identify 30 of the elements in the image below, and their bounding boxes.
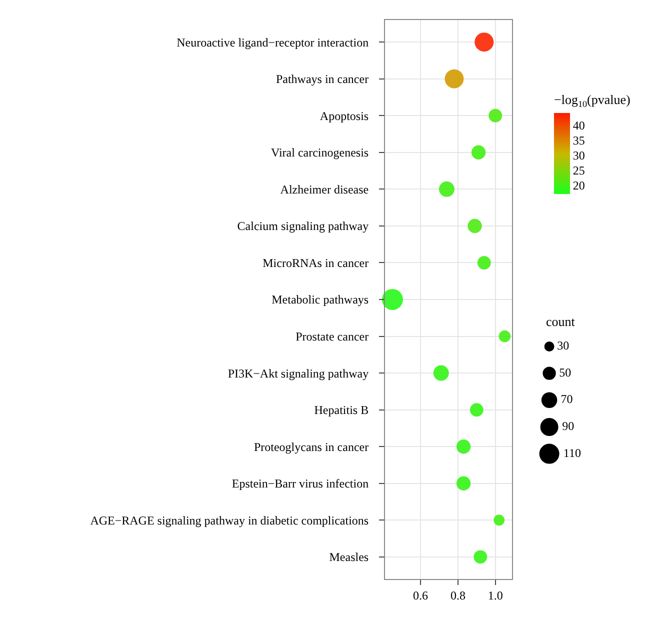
y-tick-label: Prostate cancer	[296, 329, 369, 344]
x-tick-label: 0.6	[413, 588, 428, 602]
color-bar-label: 25	[572, 164, 585, 178]
y-tick-label: Neuroactive ligand−receptor interaction	[176, 35, 369, 50]
y-tick-label: Measles	[329, 550, 369, 564]
x-tick-label: 0.8	[450, 588, 466, 602]
color-bar-label: 30	[572, 148, 585, 163]
color-bar-label: 40	[572, 118, 585, 132]
color-bar-title: −log$_{10}$(pvalue)	[554, 92, 630, 109]
x-tick-label: 1.0	[488, 588, 503, 602]
y-tick-label: Apoptosis	[320, 108, 369, 123]
legend-title: count	[546, 314, 576, 329]
y-tick-label: Proteoglycans in cancer	[254, 440, 369, 454]
y-tick-label: Metabolic pathways	[272, 292, 369, 307]
legend-label: 30	[557, 338, 570, 352]
y-tick-label: Hepatitis B	[314, 403, 369, 418]
y-tick-label: Calcium signaling pathway	[237, 219, 369, 234]
legend-label: 90	[562, 418, 574, 433]
y-tick-label: AGE−RAGE signaling pathway in diabetic complications	[90, 513, 369, 528]
y-tick-label: Pathways in cancer	[276, 72, 369, 86]
legend-label: 70	[560, 392, 573, 406]
y-tick-label: Alzheimer disease	[280, 182, 369, 196]
y-tick-label: PI3K−Akt signaling pathway	[228, 366, 369, 380]
y-tick-label: Viral carcinogenesis	[271, 146, 369, 160]
legend-label: 50	[559, 365, 572, 380]
y-tick-label: MicroRNAs in cancer	[262, 256, 369, 270]
color-bar-label: 20	[572, 178, 585, 193]
color-bar-label: 35	[572, 134, 585, 148]
legend-label: 110	[563, 446, 581, 460]
y-tick-label: Epstein−Barr virus infection	[232, 476, 369, 491]
